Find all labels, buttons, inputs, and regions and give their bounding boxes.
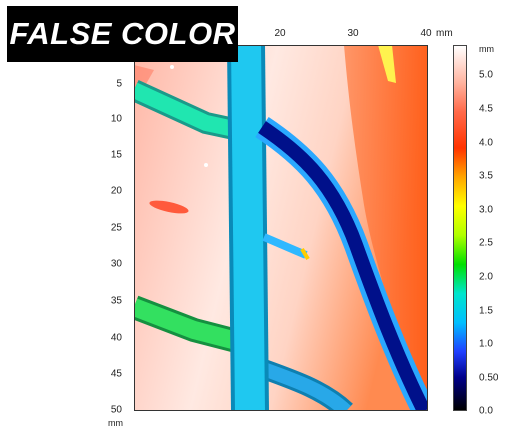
channel-vertical: [231, 45, 265, 411]
channel-stub-tip: [300, 247, 310, 261]
y-tick-label: 35: [110, 295, 122, 307]
surface-speck: [170, 65, 174, 69]
colorbar-tick-label: 4.0: [479, 137, 493, 149]
colorbar-tick-label: 0.0: [479, 405, 493, 417]
colorbar-tick-label: 2.0: [479, 271, 493, 283]
y-tick-label: 45: [110, 368, 122, 380]
y-tick-label: 25: [110, 222, 122, 234]
surface-speck: [204, 163, 208, 167]
colorbar-tick-label: 2.5: [479, 237, 493, 249]
colorbar-tick-label: 4.5: [479, 103, 493, 115]
colorbar-unit: mm: [479, 44, 494, 54]
x-axis-unit-bottom: mm: [108, 418, 123, 428]
badge-label: FALSE COLOR: [9, 16, 236, 51]
y-tick-label: 15: [110, 149, 122, 161]
colorbar-tick-label: 3.5: [479, 170, 493, 182]
colorbar-tick-label: 1.0: [479, 338, 493, 350]
yellow-streak: [378, 45, 396, 83]
surface-spot: [149, 200, 189, 214]
x-axis-unit: mm: [436, 28, 453, 39]
channel-curve: [258, 121, 428, 411]
y-tick-label: 5: [116, 78, 122, 90]
false-color-badge: FALSE COLOR: [7, 6, 238, 62]
x-tick-label: 40: [420, 28, 432, 39]
x-tick-label: 20: [274, 28, 286, 39]
surface-right-slope: [344, 45, 428, 411]
y-tick-label: 10: [110, 113, 122, 125]
y-tick-label: 20: [110, 185, 122, 197]
channel-bottom-branch: [255, 360, 351, 411]
y-tick-label: 50: [110, 404, 122, 416]
colorbar-tick-label: 5.0: [479, 69, 493, 81]
y-tick-label: 30: [110, 258, 122, 270]
height-map-image: [134, 45, 428, 411]
channel-stub: [262, 233, 308, 259]
colorbar: [453, 45, 467, 411]
colorbar-tick-label: 1.5: [479, 305, 493, 317]
y-tick-label: 40: [110, 332, 122, 344]
colorbar-tick-label: 0.50: [479, 372, 499, 384]
x-tick-label: 30: [347, 28, 359, 39]
colorbar-tick-label: 3.0: [479, 204, 493, 216]
